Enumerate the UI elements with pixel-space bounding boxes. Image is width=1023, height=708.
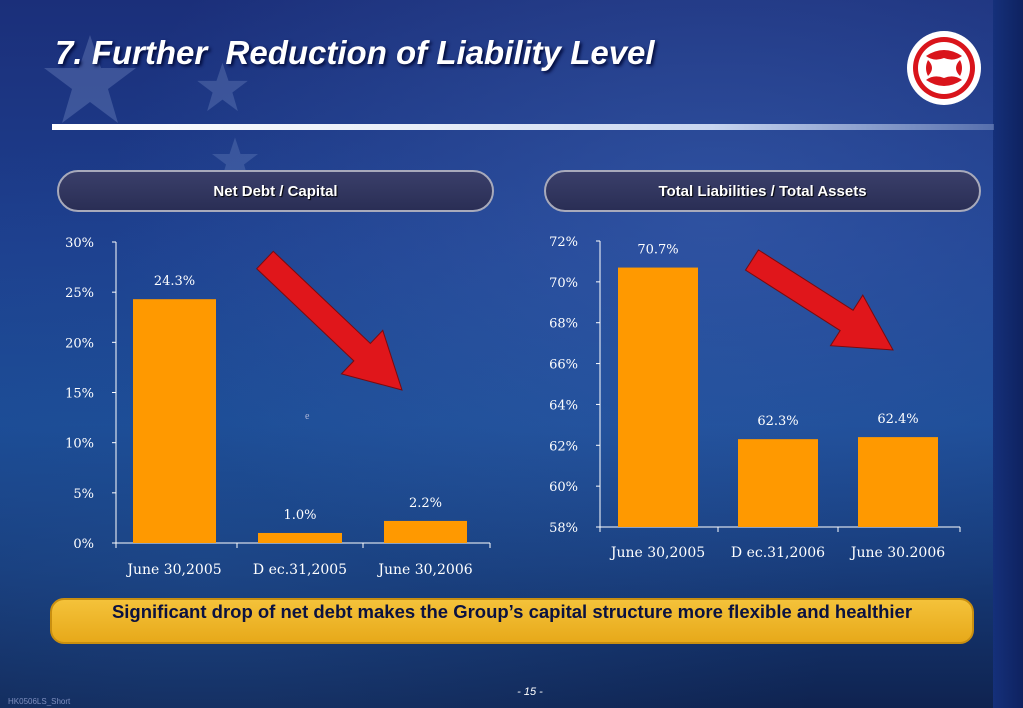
y-tick-label: 10% bbox=[65, 437, 94, 452]
dongfeng-logo-icon bbox=[907, 31, 981, 105]
y-tick-label: 20% bbox=[65, 336, 94, 351]
x-category-label: June 30,2006 bbox=[376, 562, 472, 578]
down-right-arrow-icon bbox=[256, 250, 403, 391]
bar bbox=[258, 532, 342, 543]
y-tick-label: 30% bbox=[65, 236, 94, 251]
y-tick-label: 62% bbox=[549, 439, 578, 454]
bar bbox=[858, 437, 938, 527]
y-tick-label: 72% bbox=[549, 235, 578, 250]
y-tick-label: 66% bbox=[549, 358, 578, 373]
bar-value-label: 1.0% bbox=[283, 508, 316, 523]
y-tick-label: 5% bbox=[73, 487, 94, 502]
conclusion-box: Significant drop of net debt makes the G… bbox=[50, 598, 974, 644]
y-tick-label: 15% bbox=[65, 387, 94, 402]
title-underline bbox=[52, 124, 994, 130]
x-category-label: D ec.31,2005 bbox=[253, 562, 347, 578]
slide-title: 7. Further Reduction of Liability Level bbox=[55, 34, 655, 71]
bar-value-label: 62.4% bbox=[877, 412, 918, 427]
y-tick-label: 25% bbox=[65, 286, 94, 301]
bar-value-label: 62.3% bbox=[757, 414, 798, 429]
footer-code: HK0506LS_Short bbox=[8, 697, 71, 706]
stray-mark: e bbox=[305, 411, 310, 422]
star-icon bbox=[212, 137, 258, 182]
y-tick-label: 58% bbox=[549, 521, 578, 536]
bar-value-label: 2.2% bbox=[409, 496, 442, 511]
chart-title-net-debt: Net Debt / Capital bbox=[57, 170, 494, 212]
chart-title-liabilities: Total Liabilities / Total Assets bbox=[544, 170, 981, 212]
page-number: - 15 - bbox=[517, 686, 543, 698]
star-icon bbox=[197, 62, 248, 112]
y-tick-label: 68% bbox=[549, 317, 578, 332]
y-tick-label: 0% bbox=[73, 537, 94, 552]
y-tick-label: 60% bbox=[549, 480, 578, 495]
x-category-label: June 30,2005 bbox=[609, 545, 705, 561]
bar-value-label: 70.7% bbox=[637, 243, 678, 258]
x-category-label: June 30,2005 bbox=[125, 562, 221, 578]
down-right-arrow-icon bbox=[744, 249, 894, 351]
bar bbox=[133, 299, 216, 543]
x-category-label: D ec.31,2006 bbox=[731, 545, 825, 561]
bar bbox=[738, 439, 818, 527]
x-category-label: June 30.2006 bbox=[849, 545, 945, 561]
star-icon bbox=[44, 35, 136, 123]
y-tick-label: 70% bbox=[549, 276, 578, 291]
bar bbox=[384, 520, 467, 543]
bar-value-label: 24.3% bbox=[154, 274, 195, 289]
y-tick-label: 64% bbox=[549, 398, 578, 413]
bar bbox=[618, 267, 698, 527]
right-edge-bar bbox=[993, 0, 1023, 708]
